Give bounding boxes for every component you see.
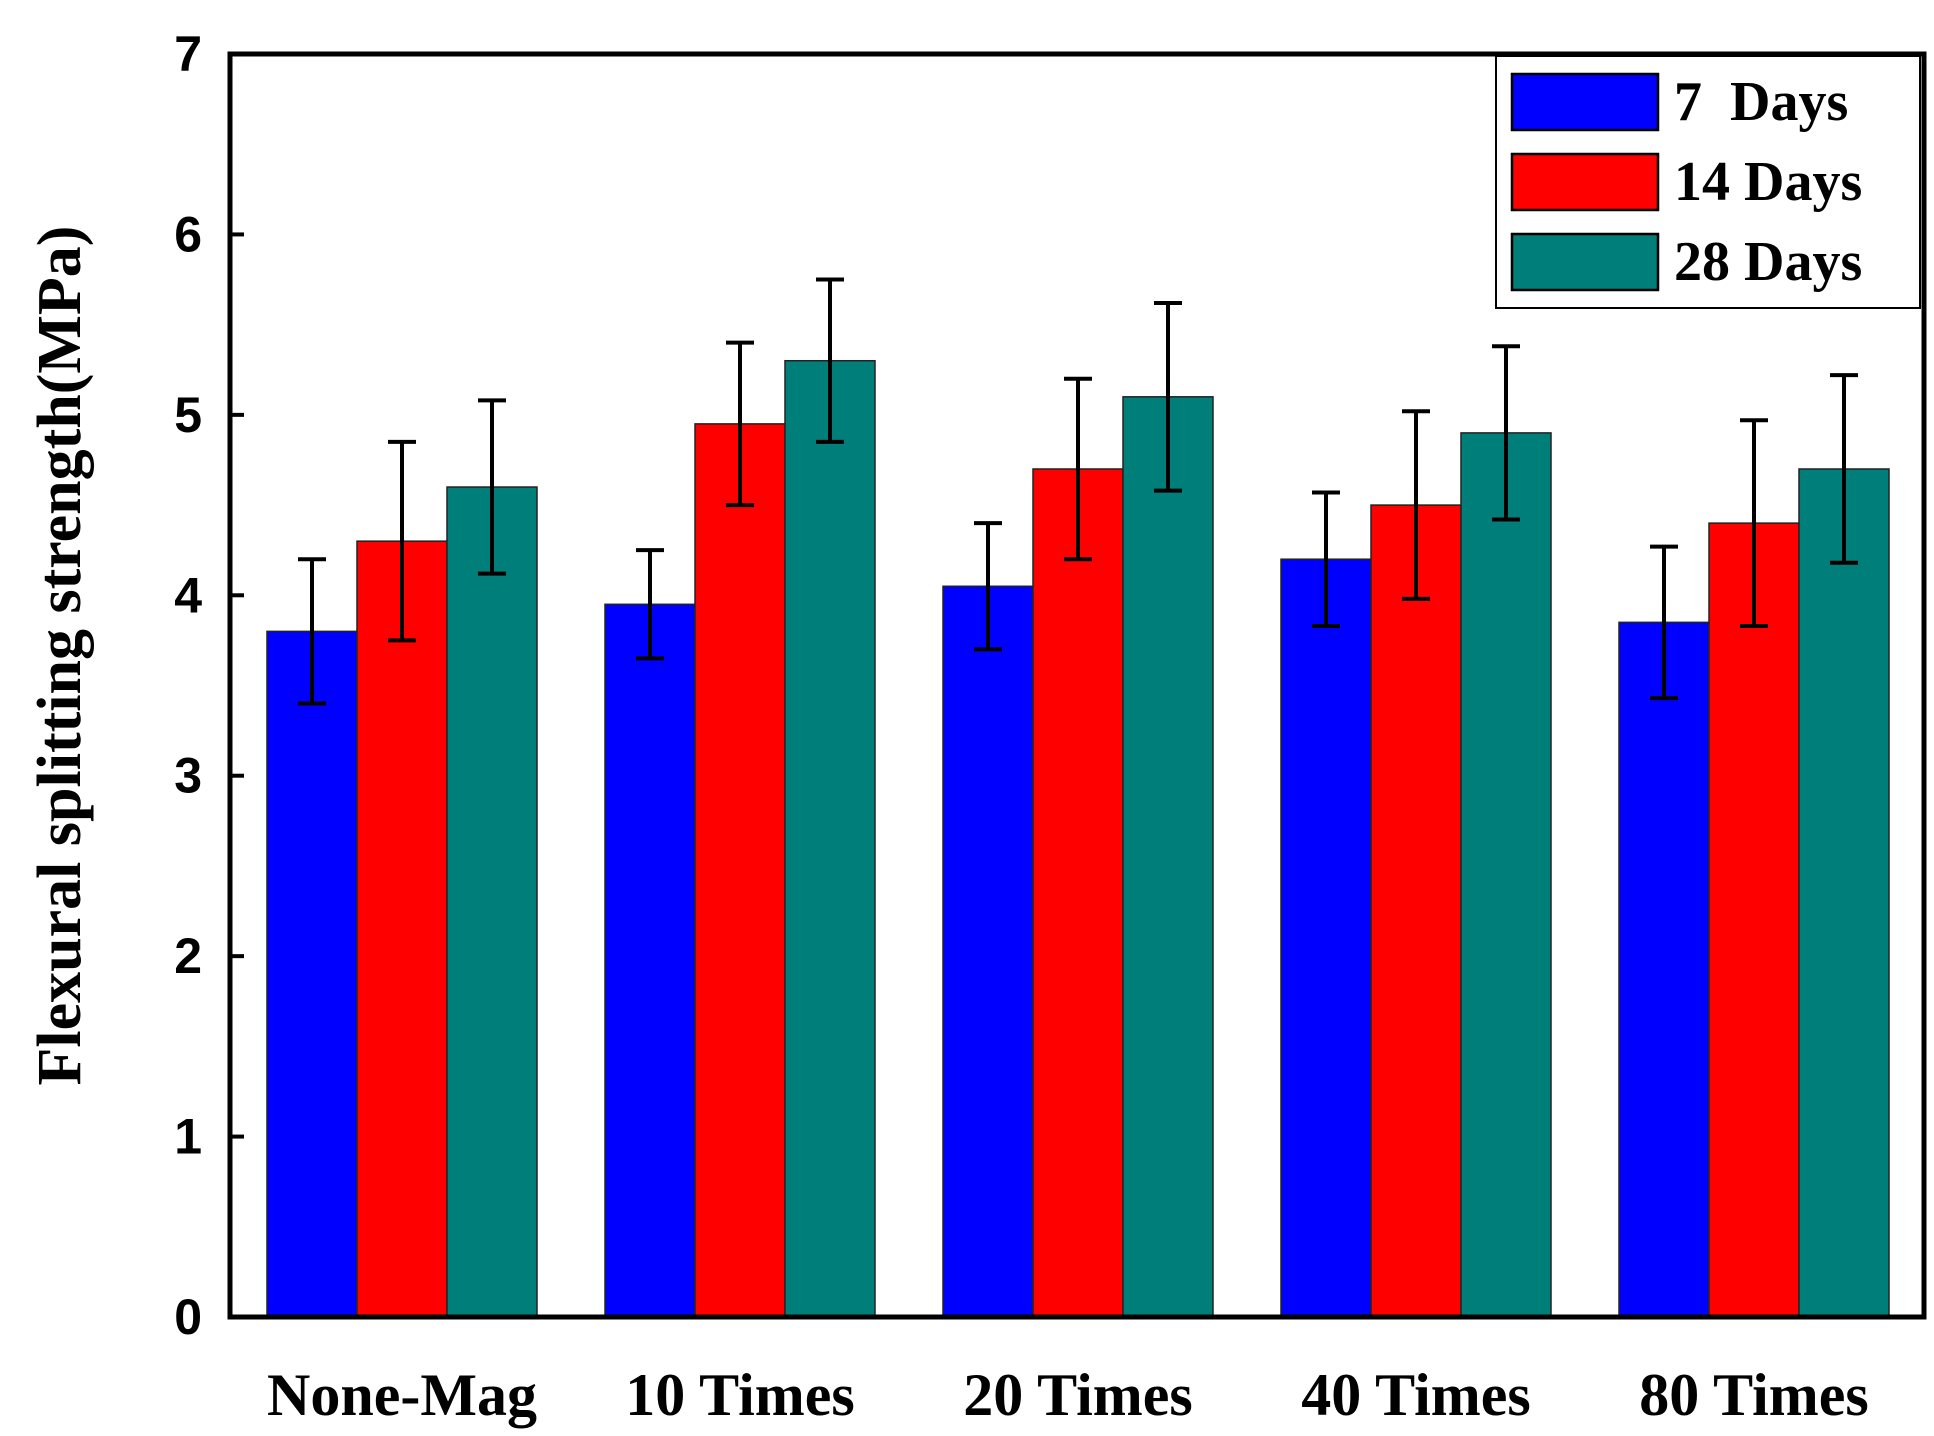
bar-14-days bbox=[1370, 504, 1462, 1318]
y-axis-ticks: 0 1 2 3 4 5 6 7 bbox=[174, 26, 244, 1345]
y-tick-label: 2 bbox=[174, 928, 202, 984]
plot-frame bbox=[227, 51, 1927, 1320]
bar-14-days bbox=[1708, 522, 1800, 1318]
bar-28-days bbox=[784, 359, 876, 1318]
error-bar bbox=[726, 340, 754, 508]
bar-28-days bbox=[1460, 432, 1552, 1318]
y-tick-label: 4 bbox=[174, 567, 202, 623]
bar-14-days bbox=[356, 540, 448, 1318]
error-bar bbox=[1064, 376, 1092, 562]
error-bar bbox=[636, 548, 664, 661]
error-bar bbox=[1154, 300, 1182, 493]
y-tick-label: 5 bbox=[174, 387, 202, 443]
bar-28-days bbox=[1798, 468, 1890, 1318]
bar-7-days bbox=[266, 630, 358, 1318]
y-tick-label: 3 bbox=[174, 748, 202, 804]
bar-28-days bbox=[446, 486, 538, 1318]
error-bar bbox=[1830, 373, 1858, 565]
x-axis-category-labels: None-Mag 10 Times 20 Times 40 Times 80 Times bbox=[267, 1362, 1869, 1428]
error-bar bbox=[1492, 344, 1520, 522]
bar-14-days bbox=[1032, 468, 1124, 1318]
error-bar bbox=[974, 521, 1002, 652]
legend-label: 7 Days bbox=[1674, 71, 1848, 133]
error-bar bbox=[478, 398, 506, 576]
legend: 7 Days 14 Days 28 Days bbox=[1495, 55, 1921, 309]
y-tick-label: 1 bbox=[174, 1109, 202, 1165]
x-category-label: None-Mag bbox=[267, 1362, 537, 1428]
y-tick-label: 0 bbox=[174, 1289, 202, 1345]
error-bar bbox=[1740, 418, 1768, 628]
x-category-label: 40 Times bbox=[1301, 1362, 1530, 1428]
y-tick-label: 7 bbox=[174, 26, 202, 82]
error-bar bbox=[388, 439, 416, 643]
bar-7-days bbox=[604, 603, 696, 1318]
legend-label: 14 Days bbox=[1674, 151, 1862, 213]
error-bar bbox=[298, 557, 326, 706]
bar-7-days bbox=[1280, 558, 1372, 1318]
bar-28-days bbox=[1122, 396, 1214, 1318]
error-bars-layer bbox=[298, 277, 1858, 706]
legend-swatch bbox=[1510, 72, 1660, 132]
error-bar bbox=[1312, 490, 1340, 628]
y-axis-title: Flexural splitting strength(MPa) bbox=[26, 226, 94, 1086]
x-category-label: 20 Times bbox=[963, 1362, 1192, 1428]
legend-swatch bbox=[1510, 152, 1660, 212]
legend-item: 28 Days bbox=[1510, 231, 1862, 293]
error-bar bbox=[1402, 409, 1430, 601]
x-category-label: 80 Times bbox=[1639, 1362, 1868, 1428]
bar-14-days bbox=[694, 423, 786, 1318]
bar-7-days bbox=[942, 585, 1034, 1318]
x-category-label: 10 Times bbox=[625, 1362, 854, 1428]
error-bar bbox=[1650, 544, 1678, 701]
legend-item: 7 Days bbox=[1510, 71, 1848, 133]
error-bar bbox=[816, 277, 844, 444]
legend-item: 14 Days bbox=[1510, 151, 1862, 213]
legend-swatch bbox=[1510, 232, 1660, 292]
bars-layer bbox=[266, 359, 1890, 1318]
legend-label: 28 Days bbox=[1674, 231, 1862, 293]
y-tick-label: 6 bbox=[174, 206, 202, 262]
bar-7-days bbox=[1618, 621, 1710, 1318]
